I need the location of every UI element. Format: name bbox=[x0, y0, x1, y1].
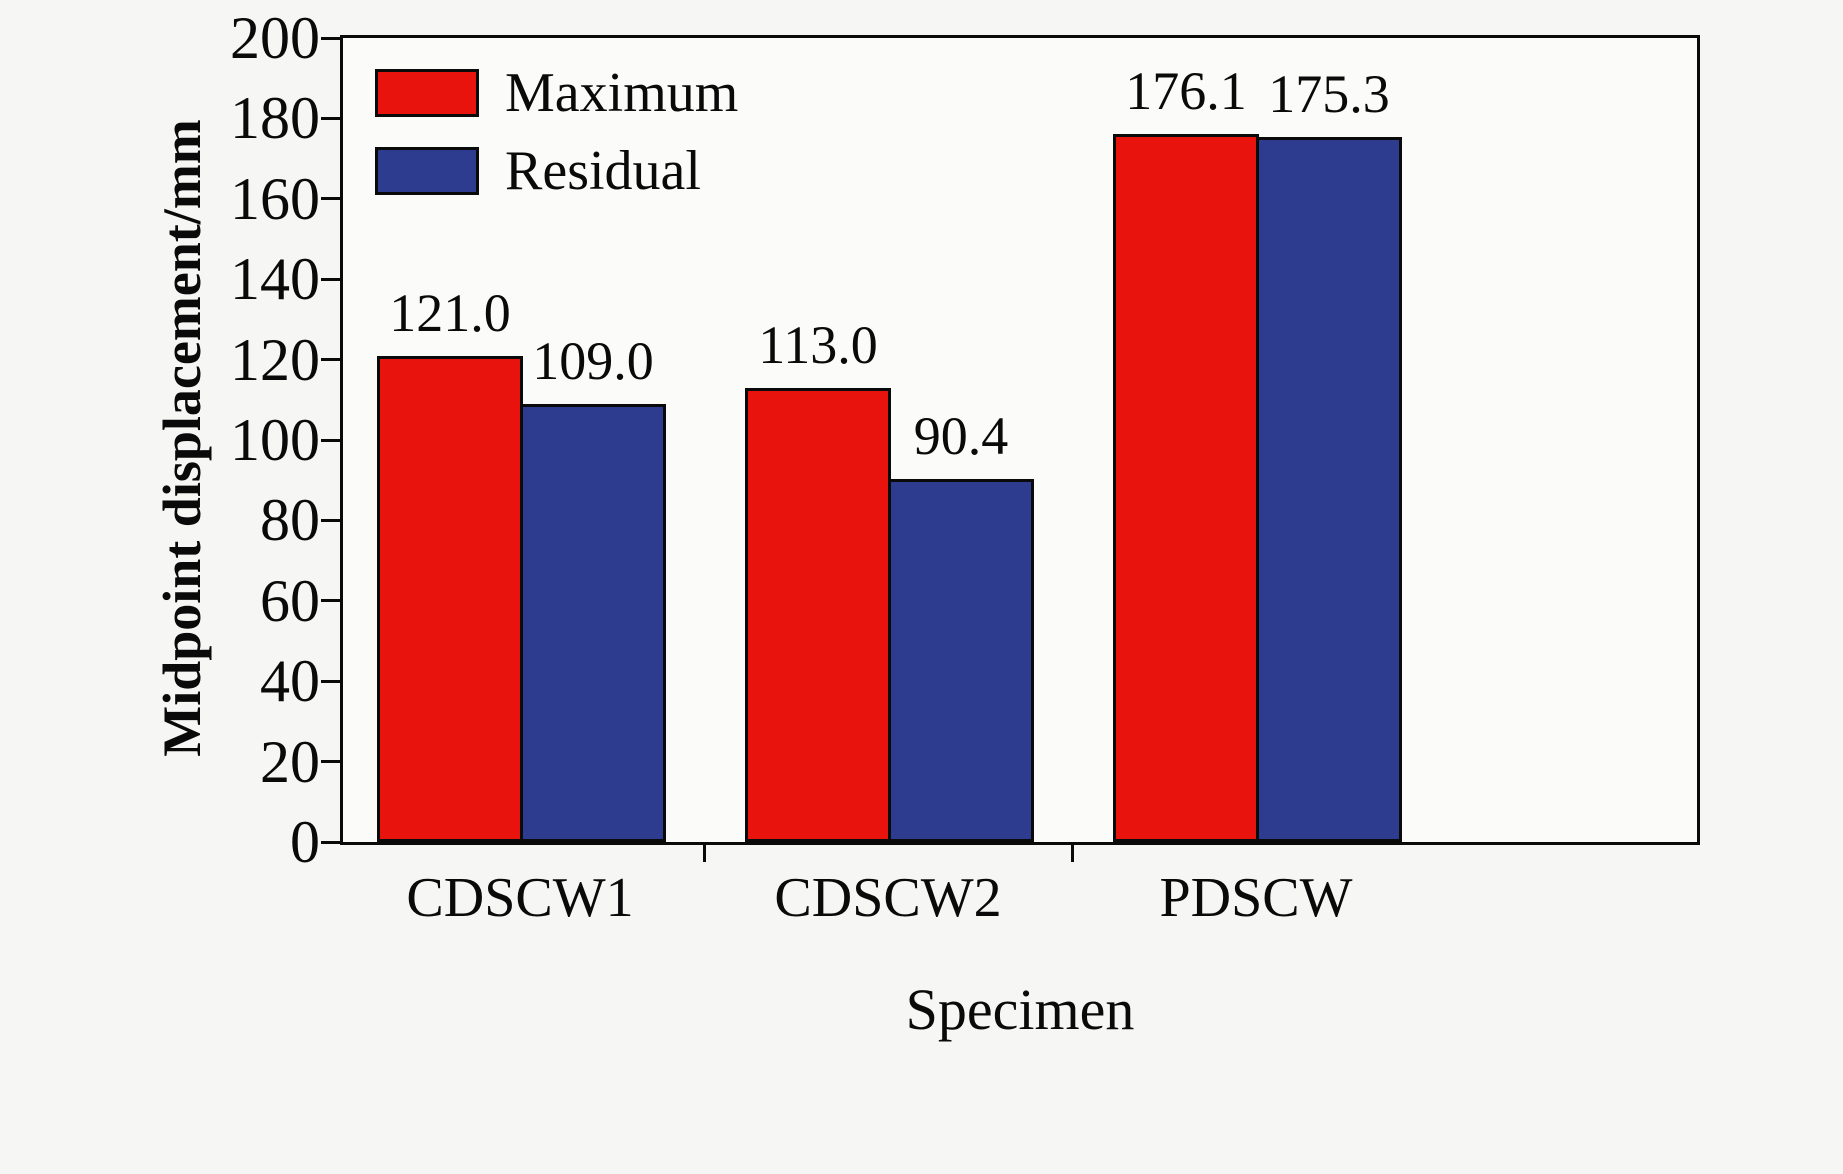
legend-item-residual: Residual bbox=[375, 140, 738, 202]
legend-swatch-residual bbox=[375, 147, 479, 195]
y-tick-label: 160 bbox=[230, 165, 320, 232]
bar-residual-cdscw1 bbox=[520, 403, 666, 842]
y-tick-mark bbox=[321, 840, 340, 844]
y-tick-mark bbox=[321, 518, 340, 522]
bar-value-label: 176.1 bbox=[1125, 61, 1247, 122]
bar-value-label: 109.0 bbox=[532, 330, 654, 391]
category-label-cdscw1: CDSCW1 bbox=[406, 867, 634, 929]
legend-label: Maximum bbox=[505, 62, 739, 124]
category-label-cdscw2: CDSCW2 bbox=[774, 867, 1002, 929]
bar-value-label: 90.4 bbox=[913, 405, 1009, 466]
x-axis-label: Specimen bbox=[905, 977, 1135, 1042]
legend: Maximum Residual bbox=[375, 62, 738, 218]
bar-value-label: 175.3 bbox=[1268, 64, 1390, 125]
x-tick-mark bbox=[1070, 845, 1074, 862]
y-tick-mark bbox=[321, 36, 340, 40]
y-tick-mark bbox=[321, 358, 340, 362]
bar-value-label: 121.0 bbox=[389, 282, 511, 343]
y-tick-mark bbox=[321, 438, 340, 442]
y-tick-label: 60 bbox=[260, 567, 320, 634]
y-tick-mark bbox=[321, 679, 340, 683]
legend-label: Residual bbox=[505, 140, 701, 202]
x-tick-mark bbox=[702, 845, 706, 862]
bar-value-label: 113.0 bbox=[758, 314, 878, 375]
bar-residual-pdscw bbox=[1256, 137, 1402, 842]
bar-maximum-pdscw bbox=[1113, 134, 1259, 842]
y-tick-mark bbox=[321, 277, 340, 281]
y-tick-label: 180 bbox=[230, 85, 320, 152]
y-tick-label: 200 bbox=[230, 5, 320, 71]
y-tick-mark bbox=[321, 599, 340, 603]
y-tick-mark bbox=[321, 116, 340, 120]
bar-residual-cdscw2 bbox=[888, 478, 1034, 842]
y-tick-label: 80 bbox=[260, 487, 320, 554]
bar-maximum-cdscw2 bbox=[745, 387, 891, 842]
plot-area: Maximum Residual 121.0 109.0 113.0 90.4 176.1… bbox=[340, 35, 1700, 845]
y-tick-label: 20 bbox=[260, 728, 320, 795]
y-tick-label: 140 bbox=[230, 246, 320, 313]
y-tick-label: 120 bbox=[230, 326, 320, 393]
y-tick-label: 40 bbox=[260, 648, 320, 715]
bar-maximum-cdscw1 bbox=[377, 355, 523, 842]
legend-item-maximum: Maximum bbox=[375, 62, 738, 124]
legend-swatch-maximum bbox=[375, 69, 479, 117]
y-tick-label: 0 bbox=[290, 809, 320, 875]
y-tick-mark bbox=[321, 197, 340, 201]
y-tick-mark bbox=[321, 760, 340, 764]
y-tick-label: 100 bbox=[230, 407, 320, 473]
category-label-pdscw: PDSCW bbox=[1159, 867, 1353, 929]
